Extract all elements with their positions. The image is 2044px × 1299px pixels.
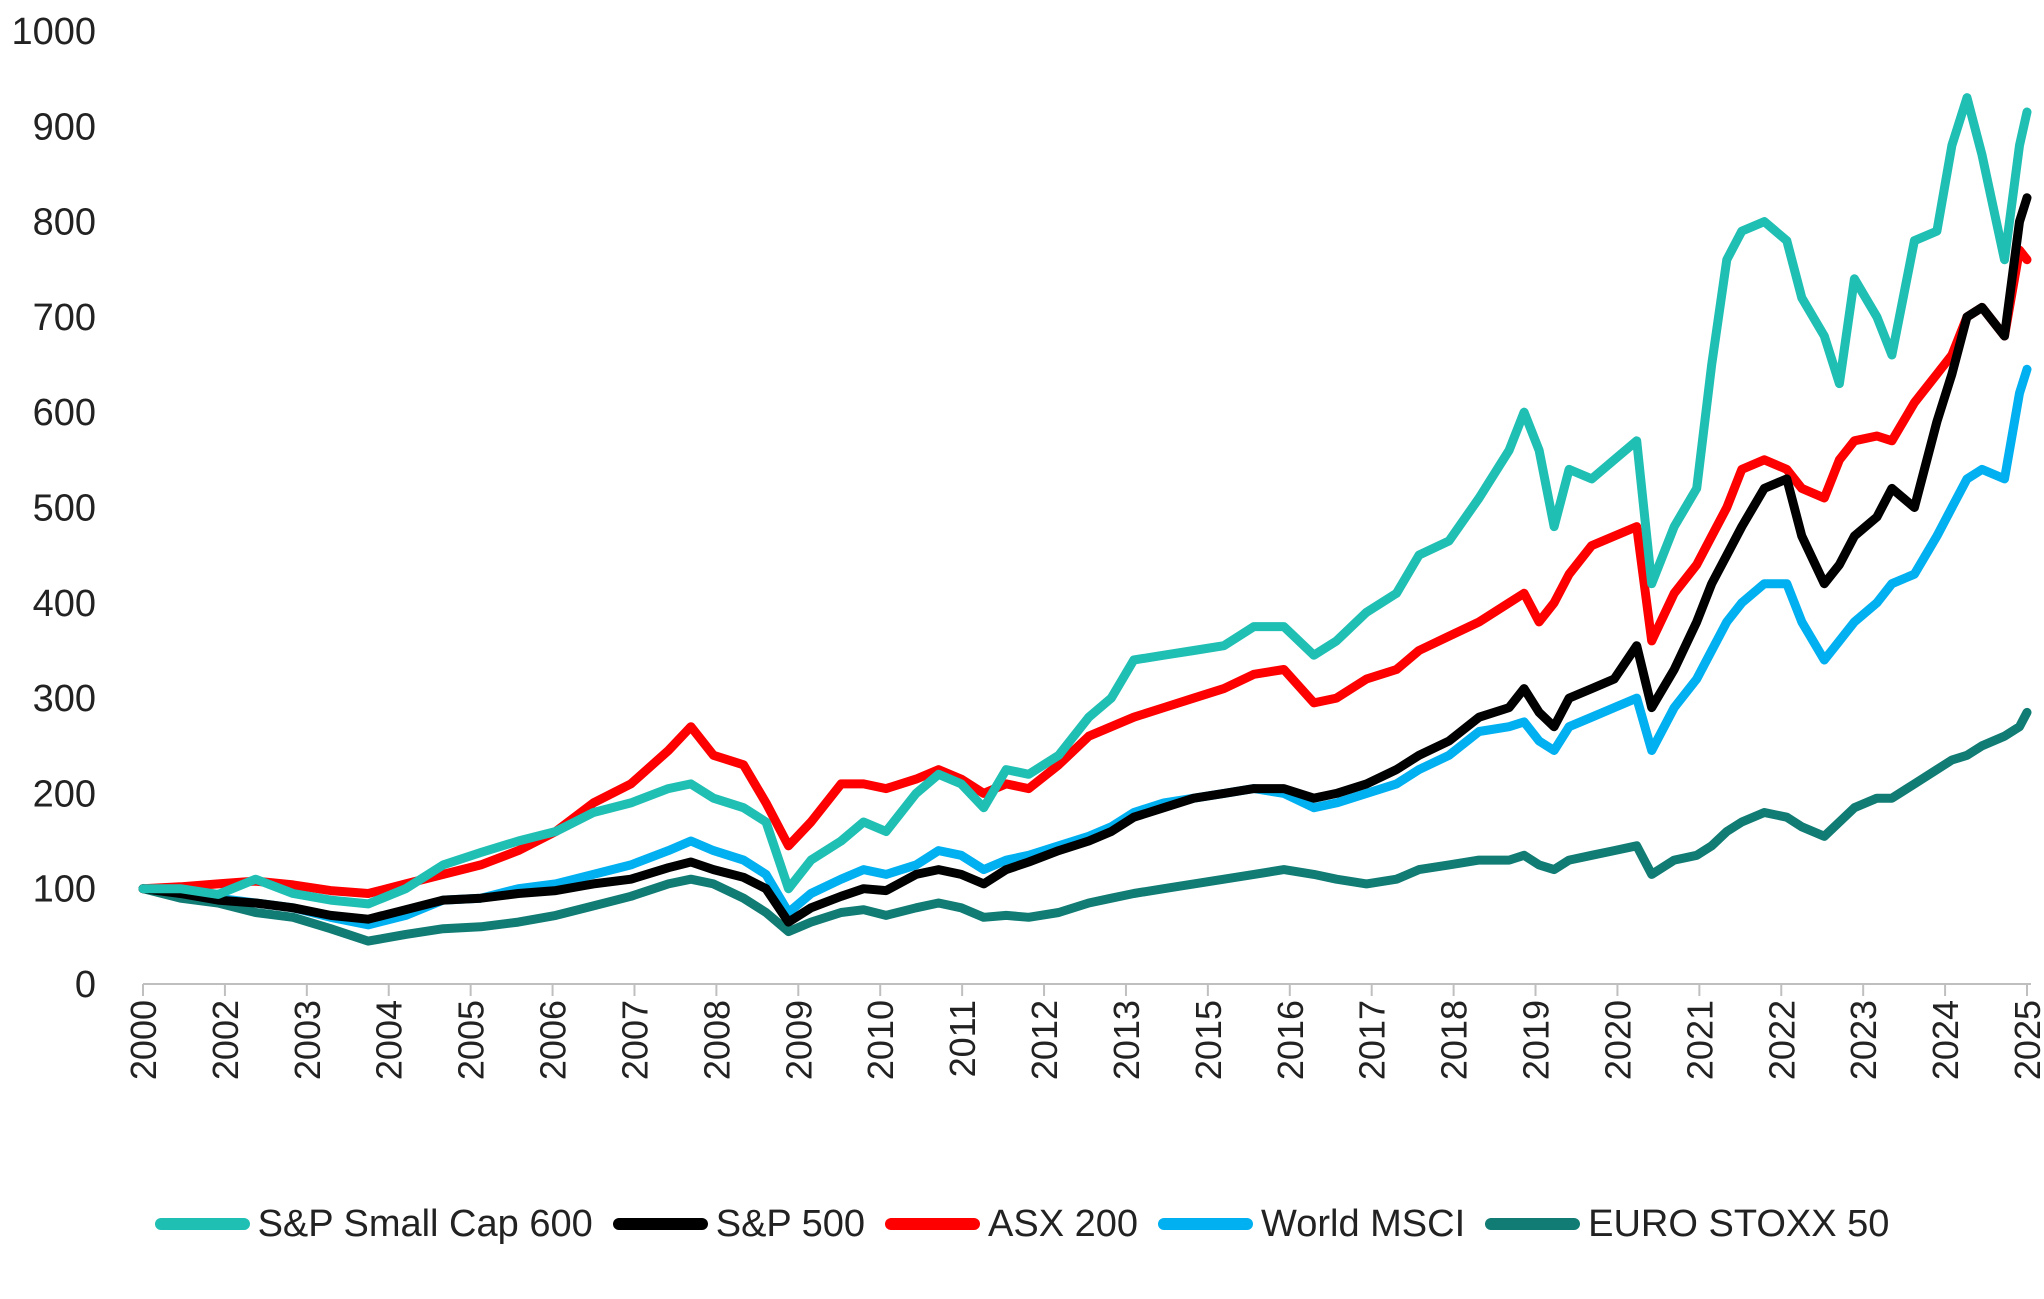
- x-axis-tick-marks: [142, 984, 2028, 996]
- x-tick-label: 2017: [1352, 1000, 1393, 1080]
- x-tick-label: 2023: [1843, 1000, 1884, 1080]
- legend-swatch: [612, 1218, 708, 1230]
- series-line-euro-stoxx-50: [138, 707, 2032, 946]
- y-tick-label: 500: [33, 488, 96, 530]
- y-tick-label: 700: [33, 297, 96, 339]
- y-tick-label: 600: [33, 392, 96, 434]
- series-lines: [138, 93, 2032, 946]
- legend-label: S&P Small Cap 600: [257, 1202, 593, 1245]
- x-tick-label: 2005: [451, 1000, 492, 1080]
- x-tick-label: 2006: [533, 1000, 574, 1080]
- x-tick-label: 2018: [1434, 1000, 1475, 1080]
- x-tick-label: 2008: [696, 1000, 737, 1080]
- legend-swatch: [154, 1218, 250, 1230]
- legend-item-world-msci: World MSCI: [1158, 1203, 1465, 1246]
- x-tick-label: 2012: [1024, 1000, 1065, 1080]
- x-tick-label: 2022: [1761, 1000, 1802, 1080]
- x-tick-label: 2007: [614, 1000, 655, 1080]
- y-tick-label: 100: [33, 869, 96, 911]
- y-tick-label: 400: [33, 583, 96, 625]
- y-tick-label: 1000: [11, 11, 96, 53]
- x-tick-label: 2013: [1106, 1000, 1147, 1080]
- x-tick-label: 2002: [205, 1000, 246, 1080]
- y-axis-tick-labels: 0 100 200 300 400 500 600 700 800 900 1000: [11, 11, 96, 1006]
- legend-label: EURO STOXX 50: [1588, 1202, 1890, 1245]
- x-tick-label: 2003: [287, 1000, 328, 1080]
- y-tick-label: 200: [33, 773, 96, 815]
- legend: S&P Small Cap 600 S&P 500 ASX 200 World …: [0, 1194, 2044, 1254]
- legend-swatch: [885, 1218, 981, 1230]
- x-tick-label: 2015: [1188, 1000, 1229, 1080]
- x-tick-label: 2000: [123, 1000, 164, 1080]
- legend-label: ASX 200: [988, 1202, 1139, 1245]
- legend-label: World MSCI: [1261, 1202, 1466, 1245]
- legend-item-sp-small-cap-600: S&P Small Cap 600: [154, 1202, 593, 1246]
- legend-item-asx-200: ASX 200: [885, 1203, 1138, 1246]
- x-tick-label: 2004: [369, 1000, 410, 1080]
- y-tick-label: 900: [33, 106, 96, 148]
- x-tick-label: 2020: [1597, 1000, 1638, 1080]
- series-line-asx-200: [138, 245, 2032, 898]
- x-axis-tick-labels: 2000 2002 2003 2004 2005 2006 2007 2008 2009 2010…: [123, 1000, 2044, 1080]
- x-tick-label: 2019: [1516, 1000, 1557, 1080]
- x-tick-label: 2016: [1270, 1000, 1311, 1080]
- x-tick-label: 2021: [1679, 1000, 1720, 1080]
- y-tick-label: 800: [33, 202, 96, 244]
- series-line-s-p-small-cap-600: [138, 93, 2032, 909]
- legend-label: S&P 500: [715, 1202, 866, 1245]
- legend-item-sp-500: S&P 500: [612, 1202, 866, 1246]
- y-tick-label: 0: [75, 964, 96, 1006]
- x-tick-label: 2024: [1925, 1000, 1966, 1080]
- legend-item-euro-stoxx-50: EURO STOXX 50: [1485, 1203, 1889, 1246]
- legend-swatch: [1485, 1218, 1581, 1230]
- y-tick-label: 300: [33, 678, 96, 720]
- legend-swatch: [1158, 1218, 1254, 1230]
- x-tick-label: 2011: [942, 1000, 983, 1077]
- series-line-s-p-500: [138, 193, 2032, 927]
- x-tick-label: 2025: [2007, 1000, 2044, 1080]
- x-tick-label: 2009: [778, 1000, 819, 1080]
- x-tick-label: 2010: [860, 1000, 901, 1080]
